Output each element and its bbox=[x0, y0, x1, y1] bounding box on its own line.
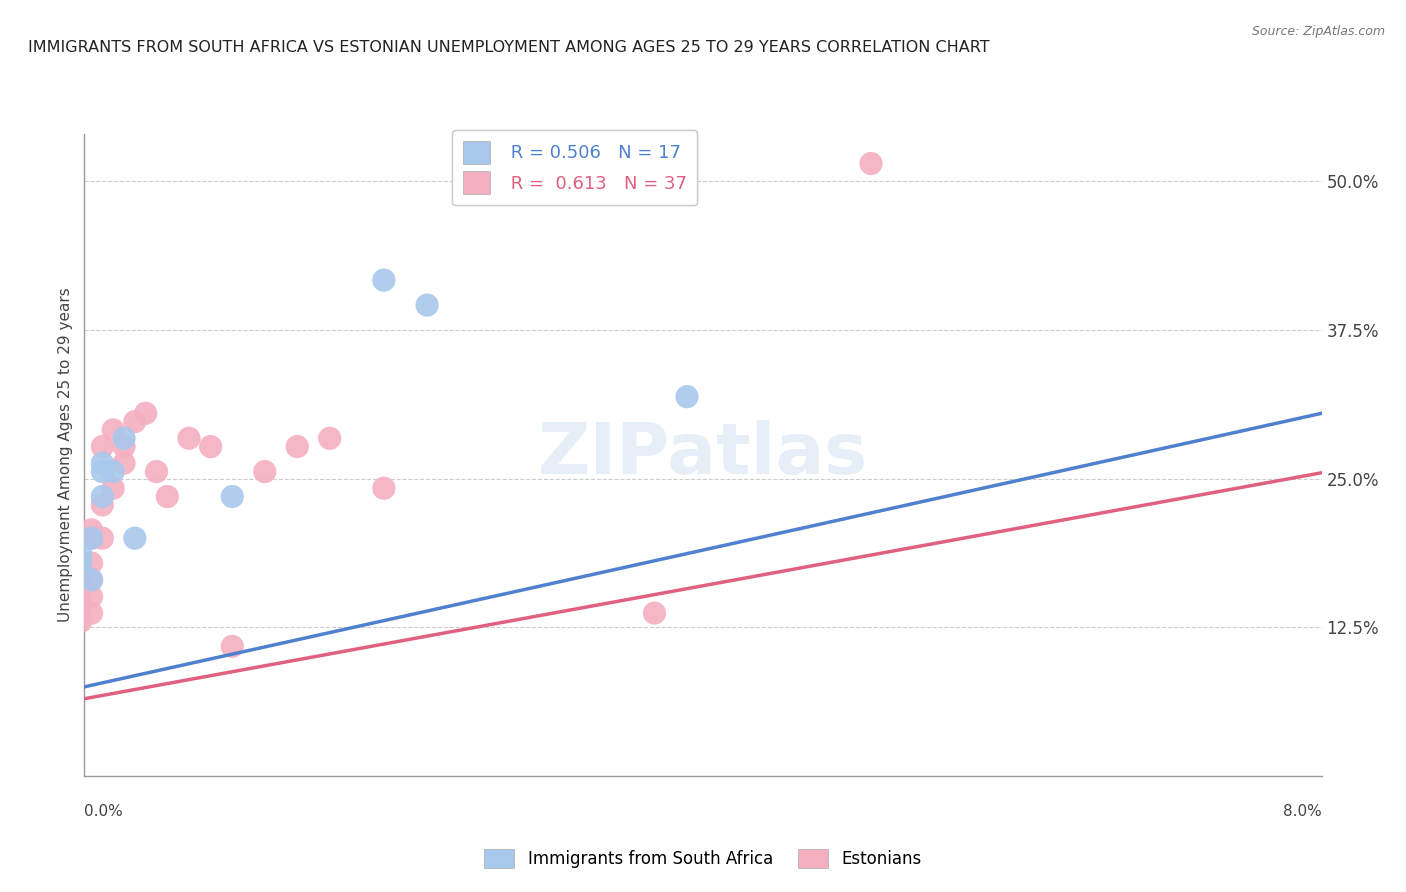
Point bbox=[89, 686, 111, 700]
Point bbox=[104, 650, 127, 665]
Point bbox=[89, 680, 111, 694]
Point bbox=[537, 448, 560, 462]
Point bbox=[104, 668, 127, 682]
Point bbox=[228, 602, 250, 616]
Text: Source: ZipAtlas.com: Source: ZipAtlas.com bbox=[1251, 25, 1385, 38]
Legend: Immigrants from South Africa, Estonians: Immigrants from South Africa, Estonians bbox=[478, 842, 928, 875]
Point bbox=[120, 673, 142, 688]
Point bbox=[181, 632, 204, 647]
Legend:  R = 0.506   N = 17,  R =  0.613   N = 37: R = 0.506 N = 17, R = 0.613 N = 37 bbox=[453, 130, 697, 205]
Point bbox=[537, 597, 560, 611]
Point bbox=[135, 579, 157, 593]
Point bbox=[599, 466, 621, 480]
Point bbox=[166, 566, 188, 581]
Point bbox=[150, 597, 173, 611]
Point bbox=[104, 662, 127, 676]
Point bbox=[120, 626, 142, 640]
Point bbox=[367, 584, 389, 599]
Point bbox=[290, 566, 312, 581]
Point bbox=[89, 656, 111, 670]
Text: IMMIGRANTS FROM SOUTH AFRICA VS ESTONIAN UNEMPLOYMENT AMONG AGES 25 TO 29 YEARS : IMMIGRANTS FROM SOUTH AFRICA VS ESTONIAN… bbox=[28, 40, 990, 55]
Point bbox=[413, 566, 436, 581]
Point bbox=[166, 579, 188, 593]
Point bbox=[135, 584, 157, 599]
Point bbox=[120, 650, 142, 665]
Point bbox=[135, 632, 157, 647]
Point bbox=[924, 686, 946, 700]
Point bbox=[166, 561, 188, 575]
Point bbox=[135, 566, 157, 581]
Point bbox=[197, 543, 219, 558]
Point bbox=[150, 555, 173, 569]
Text: ZIPatlas: ZIPatlas bbox=[538, 420, 868, 490]
Point bbox=[89, 650, 111, 665]
Point bbox=[120, 662, 142, 676]
Point bbox=[120, 662, 142, 676]
Text: 8.0%: 8.0% bbox=[1282, 805, 1322, 819]
Point bbox=[212, 584, 235, 599]
Point bbox=[120, 632, 142, 647]
Point bbox=[104, 650, 127, 665]
Point bbox=[120, 686, 142, 700]
Point bbox=[89, 662, 111, 676]
Point bbox=[259, 561, 281, 575]
Y-axis label: Unemployment Among Ages 25 to 29 years: Unemployment Among Ages 25 to 29 years bbox=[58, 287, 73, 623]
Point bbox=[120, 632, 142, 647]
Point bbox=[321, 602, 343, 616]
Point bbox=[135, 608, 157, 623]
Point bbox=[104, 691, 127, 706]
Point bbox=[104, 644, 127, 658]
Point bbox=[89, 668, 111, 682]
Point bbox=[104, 680, 127, 694]
Point bbox=[460, 561, 482, 575]
Point bbox=[89, 698, 111, 712]
Point bbox=[1233, 365, 1256, 379]
Point bbox=[181, 549, 204, 563]
Point bbox=[89, 680, 111, 694]
Point bbox=[150, 584, 173, 599]
Point bbox=[1187, 227, 1209, 242]
Point bbox=[970, 531, 993, 545]
Point bbox=[321, 709, 343, 723]
Point bbox=[135, 602, 157, 616]
Text: 0.0%: 0.0% bbox=[84, 805, 124, 819]
